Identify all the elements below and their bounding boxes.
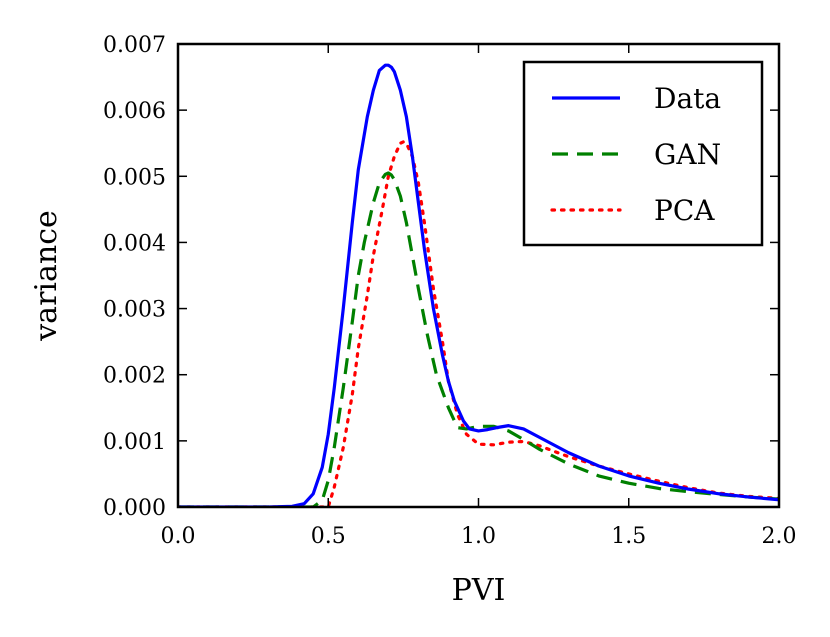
y-tick-label: 0.001: [103, 430, 166, 455]
axis-ticks: 0.0 0.5 1.0 1.5 2.0 0.000 0.001 0.002 0.003 0.004…: [103, 33, 796, 549]
x-tick-label: 1.0: [461, 524, 496, 549]
plot-content: [178, 63, 779, 507]
y-tick-label: 0.006: [103, 99, 166, 124]
y-tick-label: 0.003: [103, 298, 166, 323]
legend-label-pca: PCA: [654, 194, 715, 227]
y-tick-label: 0.005: [103, 165, 166, 190]
legend-label-gan: GAN: [654, 138, 721, 171]
x-axis-label: PVI: [452, 573, 506, 608]
y-tick-label: 0.002: [103, 364, 166, 389]
y-tick-label: 0.004: [103, 231, 166, 256]
y-tick-label: 0.000: [103, 496, 166, 521]
x-tick-label: 0.0: [161, 524, 196, 549]
x-tick-label: 1.5: [611, 524, 646, 549]
legend-label-data: Data: [654, 82, 721, 115]
x-tick-label: 2.0: [762, 524, 797, 549]
series-line-gan: [178, 171, 779, 507]
series-line-data: [178, 63, 779, 507]
y-tick-label: 0.007: [103, 33, 166, 58]
legend: Data GAN PCA: [522, 60, 764, 247]
x-tick-label: 0.5: [311, 524, 346, 549]
y-axis-label: variance: [29, 210, 64, 342]
